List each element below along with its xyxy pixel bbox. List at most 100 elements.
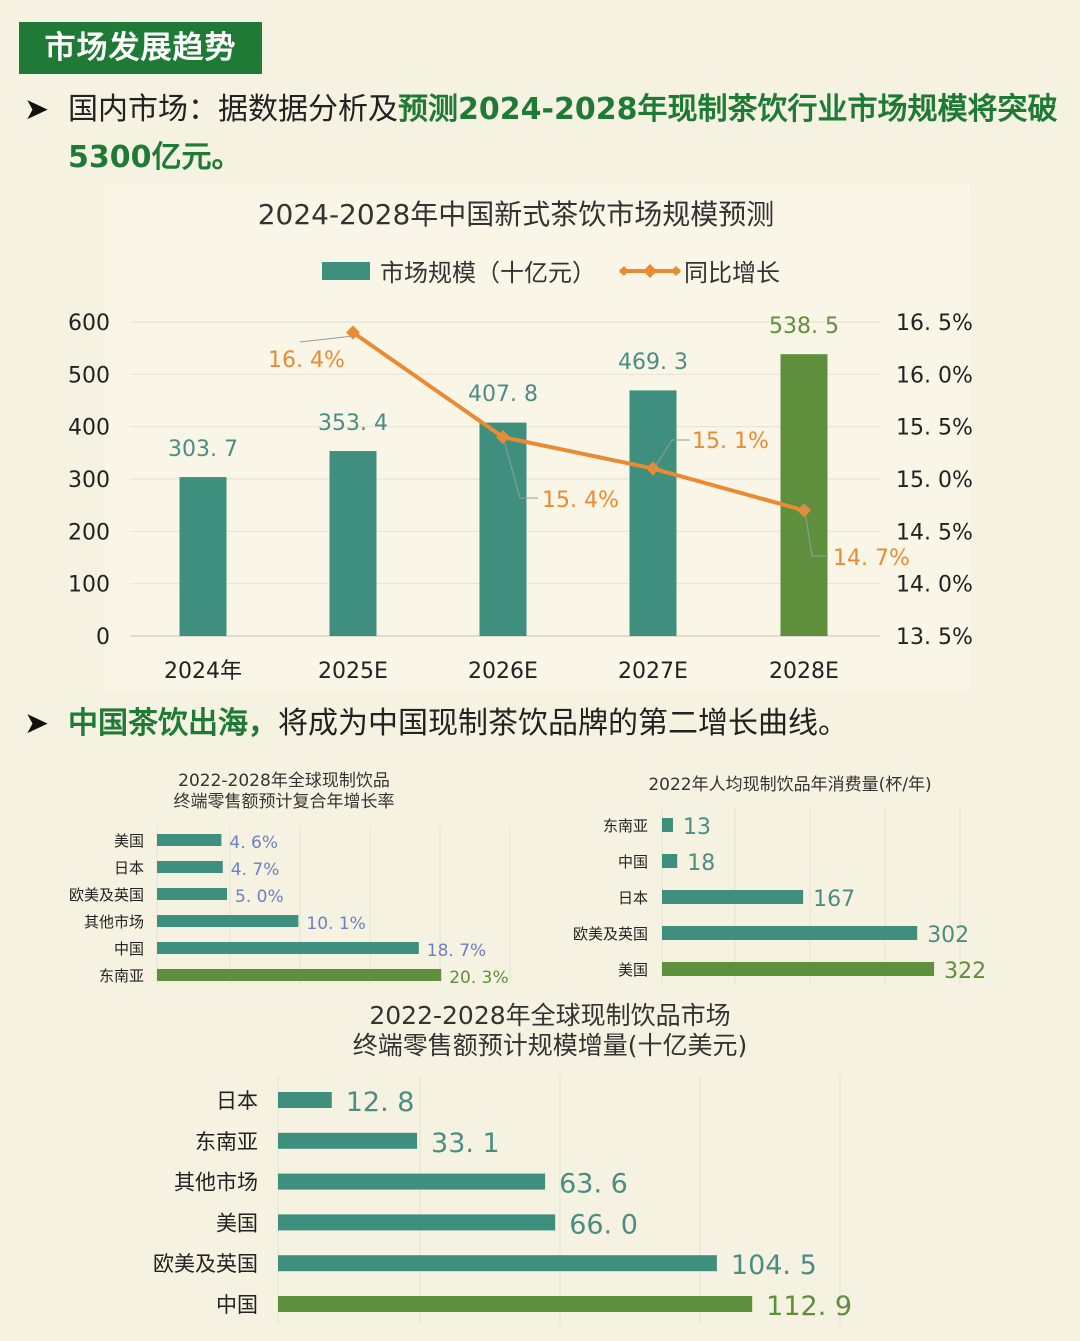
bar <box>278 1214 556 1231</box>
y2-tick-label: 14. 0% <box>896 573 973 598</box>
bar <box>329 451 377 636</box>
y-tick-label: 300 <box>68 468 110 493</box>
bar <box>278 1173 546 1190</box>
intro-prefix: 国内市场：据数据分析及 <box>68 92 398 127</box>
bar-value-label: 538. 5 <box>769 314 839 339</box>
chart2-title-line1: 2022-2028年全球现制饮品 <box>178 771 390 791</box>
chart2-title-line2: 终端零售额预计复合年增长率 <box>174 792 395 812</box>
bar-value-label: 303. 7 <box>168 437 238 462</box>
bar <box>278 1132 418 1149</box>
bullet-arrow-icon: ➤ <box>24 92 50 127</box>
bar-value-label: 20. 3% <box>449 968 508 988</box>
bullet-arrow-icon-2: ➤ <box>24 706 50 741</box>
leader-line <box>299 335 354 343</box>
intro-paragraph: 国内市场：据数据分析及预测2024-2028年现制茶饮行业市场规模将突破 530… <box>68 86 1068 182</box>
bar <box>662 818 673 832</box>
bar <box>179 477 227 636</box>
bar-value-label: 33. 1 <box>431 1128 500 1159</box>
bar-value-label: 5. 0% <box>235 887 284 907</box>
category-label: 欧美及英国 <box>573 925 648 943</box>
bar-value-label: 63. 6 <box>559 1169 628 1200</box>
bar-value-label: 167 <box>813 887 855 912</box>
bar <box>662 962 935 976</box>
second-paragraph: 中国茶饮出海，将成为中国现制茶饮品牌的第二增长曲线。 <box>68 700 1068 748</box>
y2-tick-label: 13. 5% <box>896 625 973 650</box>
legend-diamond-icon <box>671 266 681 276</box>
x-tick-label: 2026E <box>468 659 538 684</box>
category-label: 欧美及英国 <box>153 1252 258 1276</box>
y-tick-label: 100 <box>68 573 110 598</box>
chart4-title-line1: 2022-2028年全球现制饮品市场 <box>369 1001 730 1030</box>
bar <box>662 854 678 868</box>
bar <box>662 926 918 940</box>
leader-line <box>803 504 828 557</box>
category-label: 东南亚 <box>99 967 144 985</box>
chart3-title: 2022年人均现制饮品年消费量(杯/年) <box>648 775 931 795</box>
growth-label: 16. 4% <box>268 348 345 373</box>
bar-value-label: 4. 7% <box>231 860 280 880</box>
bar <box>662 890 804 904</box>
category-label: 美国 <box>618 961 648 979</box>
bar <box>157 834 222 846</box>
bar <box>157 969 442 981</box>
category-label: 东南亚 <box>195 1130 258 1154</box>
y2-tick-label: 14. 5% <box>896 520 973 545</box>
bar-value-label: 13 <box>683 815 711 840</box>
bar <box>629 390 677 636</box>
category-label: 日本 <box>618 889 648 907</box>
legend-diamond-icon <box>643 264 657 278</box>
category-label: 其他市场 <box>84 913 144 931</box>
intro-highlight-line1: 预测2024-2028年现制茶饮行业市场规模将突破 <box>398 92 1058 127</box>
bar-value-label: 302 <box>927 923 969 948</box>
y-tick-label: 0 <box>96 625 110 650</box>
bar-value-label: 407. 8 <box>468 382 538 407</box>
leader-line <box>502 436 538 499</box>
chart4-title-line2: 终端零售额预计规模增量(十亿美元) <box>353 1031 748 1060</box>
bar-value-label: 353. 4 <box>318 411 388 436</box>
y-tick-label: 200 <box>68 520 110 545</box>
bar <box>157 942 419 954</box>
y2-tick-label: 15. 5% <box>896 416 973 441</box>
category-label: 美国 <box>114 832 144 850</box>
growth-point <box>797 503 811 518</box>
category-label: 日本 <box>114 859 144 877</box>
x-tick-label: 2027E <box>618 659 688 684</box>
bar <box>157 888 227 900</box>
y2-tick-label: 16. 5% <box>896 311 973 336</box>
category-label: 其他市场 <box>174 1171 258 1195</box>
bar-value-label: 12. 8 <box>346 1087 415 1118</box>
category-label: 美国 <box>216 1211 258 1235</box>
y2-tick-label: 16. 0% <box>896 363 973 388</box>
bar-value-label: 112. 9 <box>766 1291 852 1322</box>
second-rest: 将成为中国现制茶饮品牌的第二增长曲线。 <box>278 706 848 741</box>
y-tick-label: 500 <box>68 363 110 388</box>
y-tick-label: 400 <box>68 416 110 441</box>
growth-label: 14. 7% <box>833 546 910 571</box>
bar <box>278 1092 332 1108</box>
bar-value-label: 10. 1% <box>306 914 365 934</box>
bar-value-label: 469. 3 <box>618 350 688 375</box>
leader-line <box>652 439 690 471</box>
bar <box>278 1296 753 1312</box>
growth-label: 15. 1% <box>692 429 769 454</box>
bar-value-label: 322 <box>944 959 986 984</box>
x-tick-label: 2024年 <box>164 659 242 684</box>
legend-diamond-icon <box>619 266 629 276</box>
bar-value-label: 18 <box>687 851 715 876</box>
growth-line <box>351 330 805 513</box>
growth-label: 15. 4% <box>542 488 619 513</box>
category-label: 欧美及英国 <box>69 886 144 904</box>
legend-line-label: 同比增长 <box>684 259 780 287</box>
bar-value-label: 4. 6% <box>229 833 278 853</box>
intro-highlight-line2: 5300亿元。 <box>68 140 242 175</box>
second-highlight: 中国茶饮出海， <box>68 706 278 741</box>
category-label: 中国 <box>216 1293 258 1317</box>
bar <box>157 861 223 873</box>
bar <box>278 1255 717 1272</box>
bar <box>157 915 299 927</box>
legend-bar-swatch <box>322 262 370 280</box>
y2-tick-label: 15. 0% <box>896 468 973 493</box>
bar <box>780 354 828 636</box>
bar <box>479 422 527 636</box>
